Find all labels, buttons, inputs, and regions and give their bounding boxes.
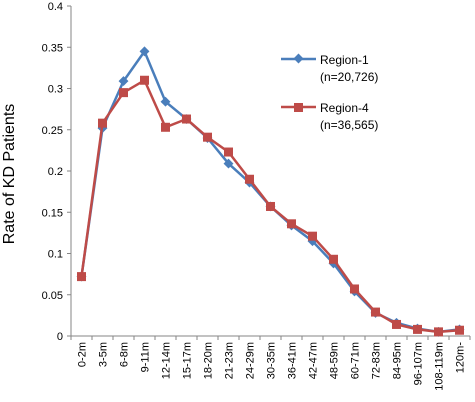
y-tick-label: 0.05 — [42, 290, 63, 302]
x-tick-label: 84-95m — [392, 342, 404, 379]
axes: 0 0.05 0.1 0.15 0.2 0.25 0.3 0.35 0.4 0-2m 3-5m 6-8… — [42, 1, 471, 391]
y-tick-label: 0.4 — [48, 1, 63, 13]
data-point-region-1 — [223, 158, 234, 169]
data-point-region-4 — [266, 201, 275, 211]
x-tick-label: 0-2m — [77, 342, 89, 367]
data-point-region-4 — [413, 324, 422, 334]
data-point-region-4 — [287, 219, 296, 229]
data-point-region-1 — [139, 46, 150, 57]
y-tick-label: 0.25 — [42, 125, 63, 137]
y-tick-label: 0.3 — [48, 84, 63, 96]
y-tick-label: 0 — [57, 331, 63, 343]
x-tick-label: 21-23m — [224, 342, 236, 379]
y-tick-label: 0.15 — [42, 207, 63, 219]
x-tick-label: 15-17m — [182, 342, 194, 379]
x-tick-label: 12-14m — [161, 342, 173, 379]
legend-label-region-1: Region-1 — [320, 53, 369, 67]
data-point-region-4 — [350, 284, 359, 294]
series-line-region-1 — [80, 50, 460, 334]
data-point-region-4 — [245, 174, 254, 184]
data-point-region-4 — [77, 272, 86, 282]
data-point-region-4 — [203, 132, 212, 142]
x-tick-label: 36-41m — [287, 342, 299, 379]
series-region-1 — [76, 46, 465, 337]
data-point-region-4 — [455, 325, 464, 335]
x-tick-label: 42-47m — [308, 342, 320, 379]
data-point-region-4 — [308, 231, 317, 241]
data-point-region-1 — [118, 76, 129, 87]
data-point-region-4 — [140, 75, 149, 85]
legend-sublabel-region-1: (n=20,726) — [320, 70, 378, 84]
x-tick-label: 9-11m — [140, 342, 152, 372]
legend-item-region-1: Region-1 (n=20,726) — [281, 53, 378, 84]
y-tick-label: 0.1 — [48, 249, 63, 261]
legend-sublabel-region-4: (n=36,565) — [320, 118, 378, 132]
x-tick-label: 120m- — [455, 342, 467, 374]
legend-marker-region-1 — [293, 53, 304, 64]
x-tick-label: 48-59m — [329, 342, 341, 379]
x-tick-label: 18-20m — [203, 342, 215, 379]
series-layer — [76, 46, 465, 337]
x-tick-label: 3-5m — [98, 342, 110, 367]
x-tick-label: 96-107m — [413, 342, 425, 385]
data-point-region-4 — [329, 254, 338, 264]
legend-item-region-4: Region-4 (n=36,565) — [281, 101, 378, 132]
x-tick-label: 108-119m — [434, 342, 446, 391]
x-tick-label: 24-29m — [245, 342, 257, 379]
y-tick-label: 0.2 — [48, 166, 63, 178]
y-tick-label: 0.35 — [42, 42, 63, 54]
data-point-region-4 — [392, 319, 401, 329]
x-tick-label: 60-71m — [350, 342, 362, 379]
data-point-region-4 — [224, 147, 233, 157]
data-point-region-4 — [182, 114, 191, 124]
series-region-4 — [77, 75, 464, 337]
data-point-region-4 — [161, 122, 170, 132]
legend-marker-region-4 — [294, 103, 303, 112]
data-point-region-4 — [119, 88, 128, 98]
x-tick-label: 72-83m — [371, 342, 383, 379]
data-point-region-4 — [371, 307, 380, 317]
legend: Region-1 (n=20,726) Region-4 (n=36,565) — [281, 53, 378, 132]
y-axis-title: Rate of KD Patients — [1, 104, 18, 245]
x-tick-label: 6-8m — [119, 342, 131, 367]
data-point-region-4 — [98, 118, 107, 128]
data-point-region-1 — [160, 96, 171, 107]
legend-label-region-4: Region-4 — [320, 101, 369, 115]
x-tick-label: 30-35m — [266, 342, 278, 379]
data-point-region-4 — [434, 327, 443, 337]
